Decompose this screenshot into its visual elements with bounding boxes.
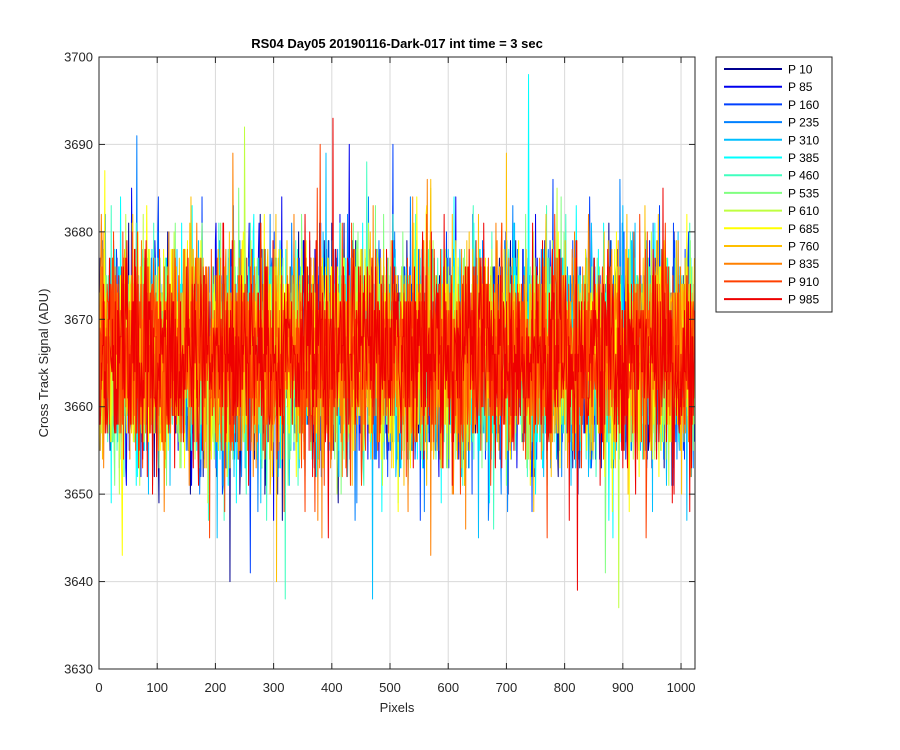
y-tick-label: 3650 [64, 487, 93, 502]
legend-label: P 535 [788, 186, 819, 200]
y-axis-label: Cross Track Signal (ADU) [36, 289, 51, 438]
y-tick-label: 3640 [64, 574, 93, 589]
y-tick-label: 3630 [64, 662, 93, 677]
x-tick-label: 100 [146, 680, 168, 695]
series-layer [98, 73, 695, 609]
x-tick-label: 1000 [667, 680, 696, 695]
x-axis-label: Pixels [380, 700, 415, 715]
series-line [99, 143, 695, 539]
legend-box [715, 56, 833, 313]
y-tick-label: 3660 [64, 399, 93, 414]
ticks: 0 100 200 300 400 500 600 700 800 900 1000 3630 3640… [64, 50, 695, 696]
x-tick-label: 200 [205, 680, 227, 695]
y-tick-label: 3700 [64, 50, 93, 65]
legend-label: P 460 [788, 169, 819, 183]
legend-label: P 685 [788, 222, 819, 236]
legend-label: P 160 [788, 98, 819, 112]
x-tick-label: 600 [437, 680, 459, 695]
y-tick-label: 3670 [64, 312, 93, 327]
legend-label: P 310 [788, 133, 819, 147]
series-line [98, 117, 695, 591]
legend-label: P 10 [788, 63, 813, 77]
x-tick-label: 700 [496, 680, 518, 695]
y-tick-label: 3680 [64, 224, 93, 239]
legend-label: P 835 [788, 257, 819, 271]
x-tick-label: 300 [263, 680, 285, 695]
legend-label: P 385 [788, 151, 819, 165]
legend-label: P 610 [788, 204, 819, 218]
x-tick-label: 500 [379, 680, 401, 695]
legend-label: P 985 [788, 293, 819, 307]
legend-label: P 910 [788, 275, 819, 289]
y-tick-label: 3690 [64, 137, 93, 152]
legend: P 10 P 85 P 160 P 235 P 310 P 385 P 460 P 535 P … [715, 56, 833, 313]
x-tick-label: 0 [95, 680, 102, 695]
x-tick-label: 900 [612, 680, 634, 695]
axes-box [98, 56, 696, 670]
legend-label: P 235 [788, 116, 819, 130]
chart-title: RS04 Day05 20190116-Dark-017 int time = … [251, 36, 543, 51]
x-tick-label: 400 [321, 680, 343, 695]
x-tick-label: 800 [554, 680, 576, 695]
legend-label: P 760 [788, 240, 819, 254]
legend-label: P 85 [788, 80, 813, 94]
